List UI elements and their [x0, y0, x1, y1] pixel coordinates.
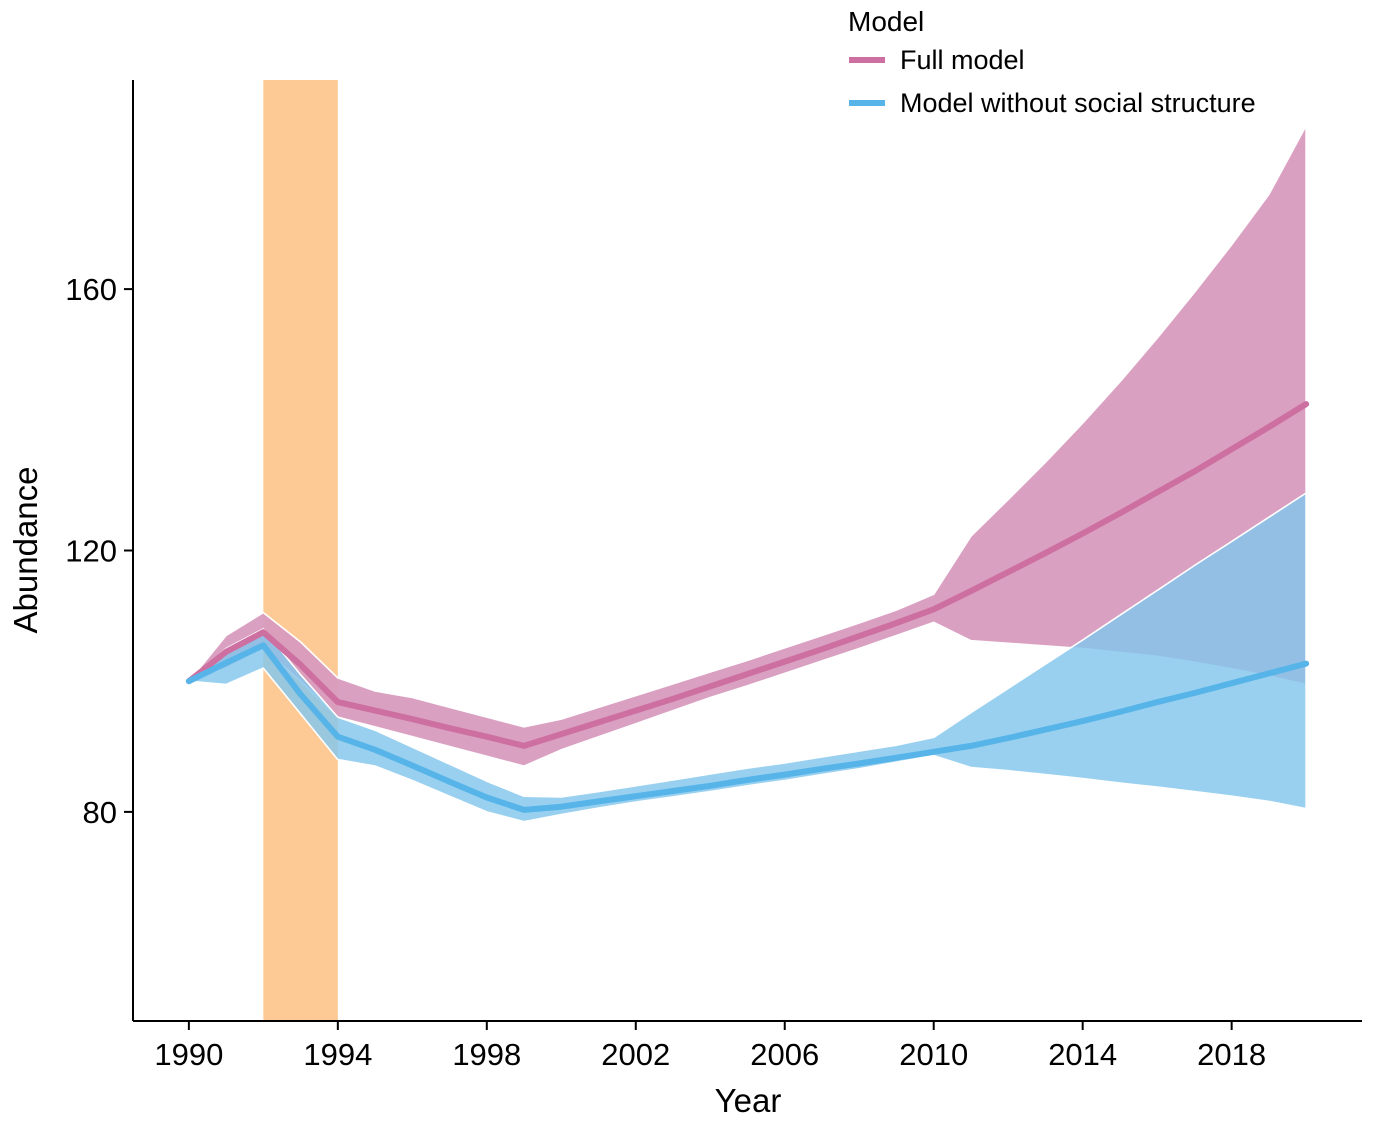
x-tick-label: 1998 [452, 1037, 521, 1072]
legend-label-2: Model without social structure [900, 88, 1256, 118]
axes: 1990 1994 1998 2002 2006 2010 2014 2018 80 120 160 [65, 80, 1362, 1072]
x-tick-label: 2002 [601, 1037, 670, 1072]
ribbon-series-2 [188, 492, 1307, 823]
line-series-1 [185, 401, 1310, 749]
x-tick-label: 1990 [154, 1037, 223, 1072]
x-tick-label: 2018 [1197, 1037, 1266, 1072]
highlight-band-layer [263, 80, 338, 1021]
series-lines [185, 401, 1310, 813]
y-tick-label: 80 [83, 795, 117, 830]
legend-title: Model [848, 6, 924, 37]
x-axis-title: Year [715, 1082, 782, 1119]
legend: Model Full model Model without social str… [848, 6, 1256, 118]
y-tick-label: 120 [65, 534, 117, 569]
line-series-2 [185, 642, 1310, 813]
y-axis-title: Abundance [7, 467, 44, 634]
confidence-ribbons [188, 124, 1307, 823]
highlight-band [263, 80, 338, 1021]
x-tick-label: 1994 [303, 1037, 372, 1072]
x-tick-label: 2006 [750, 1037, 819, 1072]
x-tick-label: 2014 [1048, 1037, 1117, 1072]
y-tick-label: 160 [65, 272, 117, 307]
x-tick-label: 2010 [899, 1037, 968, 1072]
legend-label-1: Full model [900, 45, 1025, 75]
